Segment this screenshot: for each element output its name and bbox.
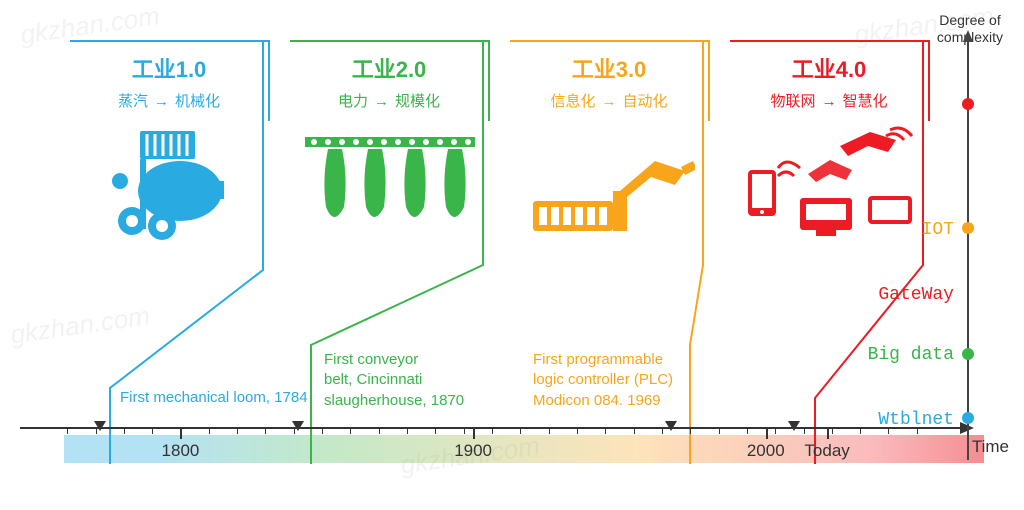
stage-caption-3: First programmable logic controller (PLC…: [533, 350, 673, 411]
y-axis: Degree of complexity: [934, 30, 1014, 460]
complexity-dot: [962, 222, 974, 234]
timeline-marker: [788, 421, 800, 431]
right-label: Wtblnet: [878, 410, 954, 430]
stage-caption-1: First mechanical loom, 1784: [120, 388, 308, 408]
complexity-dot: [962, 412, 974, 424]
stage-subtitle: 电力→规模化: [290, 90, 488, 111]
right-label: GateWay: [878, 285, 954, 305]
stage-4: 工业4.0 物联网→智慧化: [720, 40, 940, 251]
stage-caption-2: First conveyor belt, Cincinnati slaugher…: [324, 350, 464, 411]
x-tick-label: 1900: [454, 441, 492, 461]
timeline-marker: [292, 421, 304, 431]
stage-3: 工业3.0 信息化→自动化: [500, 40, 720, 251]
x-tick-label: 2000: [747, 441, 785, 461]
stage-icon: [510, 121, 710, 251]
stages-row: 工业1.0 蒸汽→机械化 工业2.0 电力→规模化: [60, 40, 940, 251]
x-tick-label: 1800: [162, 441, 200, 461]
right-label: Big data: [868, 345, 954, 365]
stage-2: 工业2.0 电力→规模化: [280, 40, 500, 251]
complexity-dot: [962, 348, 974, 360]
x-axis: Time 180019002000Today: [20, 427, 964, 465]
stage-title: 工业2.0: [290, 52, 488, 84]
stage-1: 工业1.0 蒸汽→机械化: [60, 40, 280, 251]
stage-title: 工业1.0: [70, 52, 268, 84]
stage-title: 工业4.0: [730, 52, 928, 84]
x-tick-label: Today: [804, 441, 849, 461]
stage-icon: [70, 121, 270, 251]
stage-subtitle: 信息化→自动化: [510, 90, 708, 111]
timeline-marker: [665, 421, 677, 431]
stage-icon: [290, 121, 490, 251]
stage-subtitle: 蒸汽→机械化: [70, 90, 268, 111]
right-label: IOT: [922, 220, 954, 240]
timeline-marker: [94, 421, 106, 431]
watermark: gkzhan.com: [9, 300, 152, 350]
stage-icon: [730, 121, 930, 251]
stage-subtitle: 物联网→智慧化: [730, 90, 928, 111]
complexity-dot: [962, 98, 974, 110]
stage-title: 工业3.0: [510, 52, 708, 84]
